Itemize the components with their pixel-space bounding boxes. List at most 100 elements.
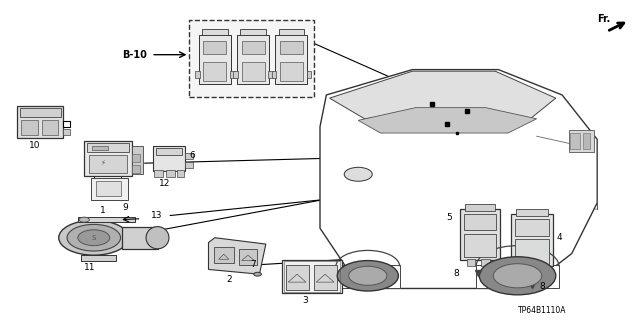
Bar: [518, 266, 527, 272]
Bar: [230, 71, 235, 77]
Ellipse shape: [78, 230, 109, 246]
Bar: [242, 41, 264, 54]
Bar: [242, 62, 264, 81]
Ellipse shape: [337, 260, 398, 291]
Text: 10: 10: [29, 141, 40, 150]
Polygon shape: [320, 69, 597, 288]
Text: 3: 3: [302, 296, 308, 305]
Bar: [282, 260, 342, 293]
Ellipse shape: [67, 224, 120, 251]
Bar: [271, 71, 276, 77]
Bar: [467, 259, 476, 266]
Bar: [307, 71, 311, 77]
Bar: [582, 133, 590, 149]
Text: 4: 4: [557, 233, 563, 242]
Bar: [88, 143, 129, 152]
Bar: [122, 227, 157, 249]
Bar: [568, 130, 594, 152]
Bar: [237, 35, 269, 84]
Bar: [20, 108, 61, 117]
Text: 8: 8: [454, 269, 460, 278]
Bar: [156, 148, 182, 155]
Bar: [63, 121, 70, 127]
Bar: [202, 29, 228, 35]
Bar: [481, 259, 490, 266]
Bar: [199, 35, 231, 84]
Bar: [285, 265, 308, 290]
Bar: [185, 162, 193, 168]
Bar: [91, 178, 127, 200]
Bar: [96, 180, 121, 196]
Text: 13: 13: [151, 211, 163, 220]
Bar: [166, 171, 175, 178]
Bar: [278, 29, 304, 35]
Text: B-10: B-10: [122, 50, 147, 60]
Bar: [275, 35, 307, 84]
Bar: [570, 133, 580, 149]
Bar: [515, 219, 548, 236]
Ellipse shape: [344, 167, 372, 181]
Bar: [241, 29, 266, 35]
Ellipse shape: [253, 272, 261, 276]
Bar: [204, 62, 227, 81]
Bar: [465, 204, 495, 211]
Bar: [314, 265, 337, 290]
Bar: [132, 146, 143, 174]
Ellipse shape: [349, 266, 387, 285]
Bar: [515, 239, 548, 264]
Bar: [195, 71, 200, 77]
Bar: [153, 146, 185, 171]
Bar: [63, 129, 70, 135]
Text: TP64B1110A: TP64B1110A: [518, 306, 566, 315]
Text: 11: 11: [84, 263, 96, 272]
Ellipse shape: [479, 257, 556, 295]
Bar: [284, 261, 340, 292]
Bar: [464, 214, 496, 230]
Bar: [464, 234, 496, 257]
Bar: [81, 255, 116, 260]
Ellipse shape: [493, 264, 541, 288]
Polygon shape: [209, 238, 266, 274]
Bar: [78, 217, 135, 222]
Text: S: S: [92, 235, 96, 241]
Bar: [511, 214, 552, 266]
Bar: [476, 265, 559, 288]
Bar: [280, 41, 303, 54]
Ellipse shape: [79, 217, 90, 222]
Bar: [92, 146, 108, 150]
Bar: [214, 247, 234, 263]
Ellipse shape: [59, 220, 129, 255]
Bar: [185, 153, 193, 159]
Bar: [336, 265, 399, 288]
Bar: [189, 20, 314, 97]
Bar: [154, 171, 163, 178]
Bar: [239, 250, 257, 265]
Bar: [132, 165, 140, 173]
Bar: [17, 106, 63, 138]
Bar: [90, 155, 127, 173]
Bar: [460, 209, 500, 260]
Text: 7: 7: [250, 260, 255, 269]
Text: 5: 5: [446, 212, 452, 222]
Bar: [84, 141, 132, 176]
Text: 6: 6: [189, 151, 195, 160]
Text: ⚡: ⚡: [101, 160, 106, 166]
Bar: [204, 41, 227, 54]
Text: Fr.: Fr.: [597, 14, 611, 24]
Bar: [21, 120, 38, 135]
Text: 12: 12: [159, 179, 171, 188]
Text: 8: 8: [540, 282, 545, 292]
Bar: [280, 62, 303, 81]
Ellipse shape: [146, 227, 169, 249]
Bar: [268, 71, 273, 77]
Text: 1: 1: [100, 206, 106, 215]
Polygon shape: [358, 108, 537, 133]
Bar: [516, 209, 548, 215]
Text: 9: 9: [122, 203, 128, 212]
Text: 2: 2: [227, 275, 232, 284]
Bar: [177, 171, 184, 178]
Bar: [132, 154, 140, 162]
Bar: [234, 71, 238, 77]
Bar: [534, 266, 543, 272]
Bar: [42, 120, 58, 135]
